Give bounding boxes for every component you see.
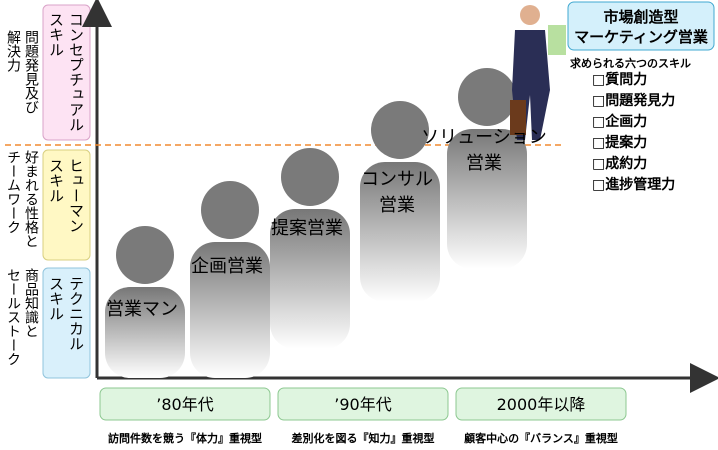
figure-label: 企画営業 — [191, 256, 263, 277]
goal-item: □成約力 — [592, 155, 647, 172]
figure-body — [447, 129, 527, 269]
side-label: 解決力 — [5, 30, 21, 72]
skill-label: スキル — [47, 158, 65, 203]
figure-label: 営業 — [379, 195, 415, 216]
businessman — [510, 5, 566, 140]
figure-body — [270, 209, 350, 349]
figure-head — [371, 101, 429, 159]
figure-body — [360, 162, 440, 302]
era-box — [277, 387, 449, 421]
goal-item: □進捗管理力 — [592, 176, 675, 193]
figure-body — [105, 287, 185, 378]
skill-label: コンセプチュアル — [67, 12, 85, 132]
skill-label: テクニカル — [67, 276, 85, 351]
figure-label: コンサル — [361, 169, 433, 190]
figure-label: 営業 — [466, 153, 502, 174]
figure-body — [190, 242, 270, 378]
skill-label: スキル — [47, 12, 65, 57]
figure-label: ソリューション — [421, 127, 547, 148]
figure-head — [281, 148, 339, 206]
figure-head — [116, 226, 174, 284]
era-caption: 差別化を図る『知力』重視型 — [292, 431, 435, 445]
era-caption: 顧客中心の『バランス』重視型 — [464, 431, 618, 445]
goal-item: □問題発見力 — [592, 92, 675, 109]
skill-label: ヒューマン — [67, 158, 85, 233]
era-label: ’80年代 — [156, 395, 213, 414]
goal-item: □質問力 — [592, 71, 647, 88]
era-box — [99, 387, 271, 421]
era-label: ’90年代 — [334, 395, 391, 414]
goal-item: □企画力 — [592, 113, 647, 130]
goal-subtitle: 求められる六つのスキル — [570, 56, 691, 70]
goal-title: 市場創造型 — [603, 8, 678, 26]
skill-box — [42, 4, 91, 141]
skill-box — [42, 267, 91, 379]
side-label: 好まれる性格と — [23, 150, 39, 248]
side-label: セールストーク — [5, 268, 21, 366]
side-label: 問題発見及び — [23, 30, 39, 114]
era-label: 2000年以降 — [497, 395, 586, 414]
skill-box — [42, 149, 91, 261]
era-caption: 訪問件数を競う『体力』重視型 — [108, 431, 262, 445]
skill-label: スキル — [47, 276, 65, 321]
goal-title: マーケティング営業 — [574, 28, 709, 46]
side-label: 商品知識と — [23, 268, 39, 338]
goal-item: □提案力 — [592, 134, 647, 151]
figure-head — [201, 181, 259, 239]
goal-box — [567, 1, 715, 51]
side-label: チームワーク — [5, 150, 21, 234]
era-box — [455, 387, 627, 421]
figure-label: 営業マン — [106, 299, 178, 320]
figure-head — [458, 68, 516, 126]
figure-label: 提案営業 — [271, 218, 343, 239]
